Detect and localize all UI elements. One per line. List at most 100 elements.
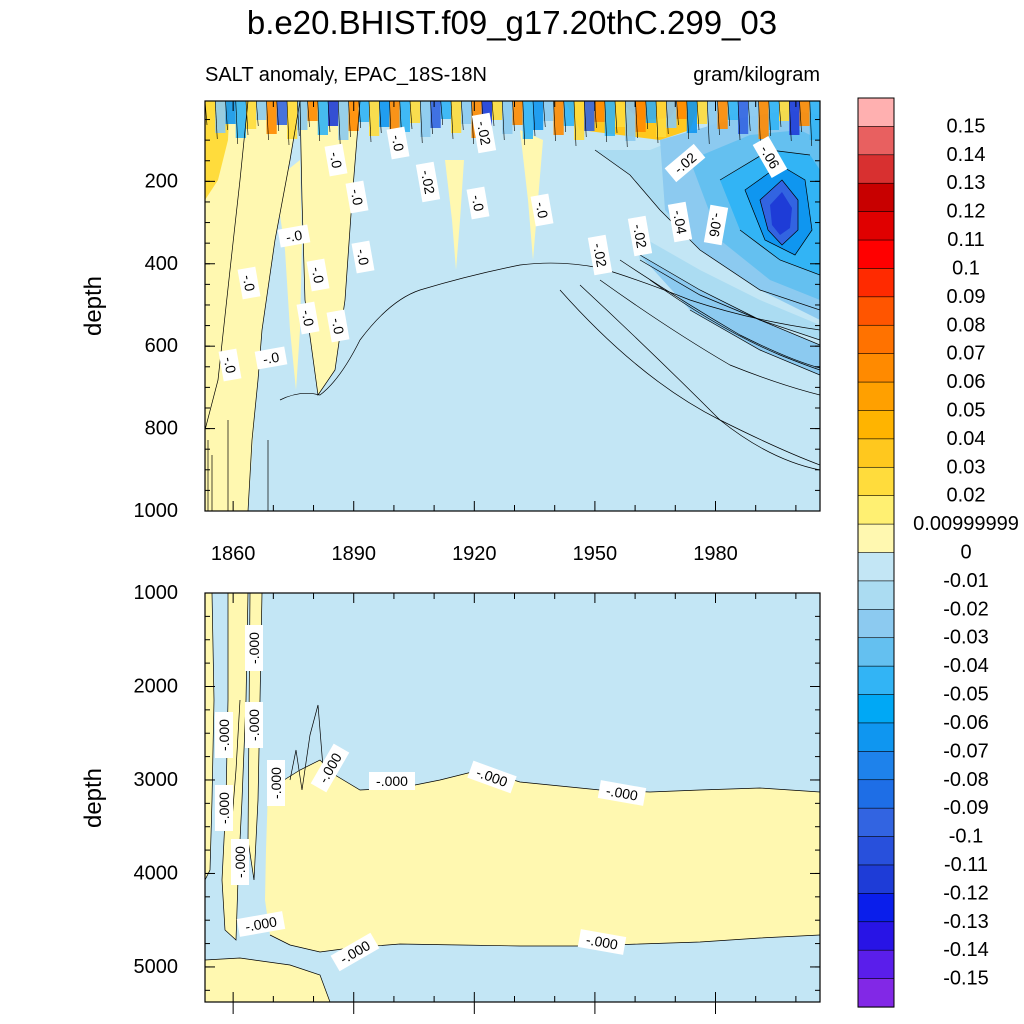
lower-positive-region (265, 760, 820, 952)
contour-label-box (277, 224, 311, 248)
surface-contour-line (255, 101, 259, 127)
surface-stripe (707, 101, 718, 138)
surface-contour-line (614, 101, 618, 134)
surface-contour-line (788, 101, 792, 142)
lower-x-axis (232, 593, 797, 1014)
surface-contour-line (307, 101, 310, 128)
surface-stripe (615, 101, 626, 127)
contour-label-box (215, 785, 233, 831)
surface-contour-line (522, 101, 526, 146)
contour-label: -.0 (345, 180, 369, 214)
surface-stripe (512, 101, 523, 125)
contour-label-box (306, 258, 330, 292)
contour-label-box (254, 346, 288, 370)
contour-label-box (369, 772, 415, 790)
contour-label: -.06 (703, 204, 729, 246)
upper-positive-region (520, 130, 543, 260)
contour-label-text: -.02 (418, 169, 438, 196)
contour-label: -.02 (587, 234, 613, 276)
surface-contour-line (696, 101, 700, 131)
surface-contour-line (378, 101, 382, 134)
contour-label-box (236, 911, 286, 937)
colorbar-label: -0.13 (943, 911, 989, 933)
upper-contour-line (759, 179, 799, 246)
upper-contour-line (279, 262, 820, 401)
surface-stripe (563, 101, 574, 126)
upper-negative-region (630, 230, 820, 340)
contour-label: -.0 (326, 309, 350, 343)
surface-contour-line (768, 101, 772, 137)
colorbar-swatch (857, 552, 895, 582)
contour-label-box (415, 161, 441, 203)
colorbar-label: 0.06 (947, 371, 986, 393)
surface-contour-line (665, 101, 669, 135)
surface-stripe (676, 101, 687, 119)
contour-label-box (577, 929, 627, 955)
contour-label-text: -.0 (285, 227, 304, 246)
surface-contour-line (266, 101, 269, 141)
surface-stripe (686, 101, 697, 133)
surface-contour-line (214, 101, 218, 140)
contour-label: -.000 (236, 911, 286, 937)
colorbar-label: -0.09 (943, 797, 989, 819)
surface-stripe (543, 101, 554, 121)
upper-contour-labels: -.0-.0-.02-.02-.0 -.0-.0-.02-.02-.04-.06-… (218, 112, 788, 382)
upper-negative-region (640, 255, 820, 375)
lower-field (205, 593, 820, 1002)
surface-stripe (809, 101, 820, 140)
surface-contour-line (225, 101, 228, 131)
surface-contour-line (778, 101, 782, 128)
surface-contour-line (809, 101, 813, 147)
contour-label-text: -.0 (309, 266, 328, 285)
colorbar-label: -0.15 (943, 968, 989, 990)
upper-contour-line (639, 254, 820, 346)
colorbar-label: -0.14 (943, 939, 989, 961)
colorbar-swatch (857, 126, 895, 156)
colorbar-label: -0.06 (943, 712, 989, 734)
upper-field (205, 101, 820, 511)
contour-label-box (296, 301, 320, 335)
contour-label-text: -.0 (469, 194, 488, 213)
contour-label-box (345, 180, 369, 214)
contour-label: -.0 (306, 258, 330, 292)
surface-contour-line (368, 101, 372, 143)
surface-stripe (533, 101, 544, 130)
contour-label-text: -.02 (630, 223, 650, 250)
surface-contour-line (460, 101, 464, 131)
upper-positive-region (445, 160, 464, 270)
colorbar-swatch (857, 722, 895, 752)
surface-contour-line (604, 101, 608, 143)
surface-stripe (410, 101, 421, 123)
surface-contour-line (758, 101, 761, 146)
surface-contour-line (337, 101, 341, 147)
upper-contour-line (579, 284, 820, 471)
colorbar-label: 0.15 (947, 115, 986, 137)
colorbar-label: -0.04 (943, 655, 989, 677)
surface-stripe (604, 101, 615, 136)
contour-label-box (237, 266, 261, 300)
chart-title: b.e20.BHIST.f09_g17.20thC.299_03 (247, 4, 777, 41)
surface-contour-line (358, 101, 362, 129)
surface-contour-line (430, 101, 433, 135)
contour-label: -.000 (215, 712, 233, 758)
contour-label-text: -.000 (216, 719, 232, 751)
contour-label-box (326, 309, 350, 343)
surface-contour-line (655, 101, 659, 144)
contour-label-text: -.000 (605, 782, 639, 803)
surface-stripe (420, 101, 431, 137)
colorbar-swatch (857, 211, 895, 241)
contour-label-box (386, 126, 410, 160)
colorbar-swatch (857, 807, 895, 838)
colorbar-swatch (857, 410, 895, 440)
surface-stripe (440, 101, 451, 119)
surface-stripe (276, 101, 287, 125)
contour-label: -.000 (577, 929, 627, 955)
surface-contour-line (645, 101, 649, 130)
surface-stripe (584, 101, 595, 131)
contour-label-box (330, 932, 380, 972)
contour-label-text: -.000 (216, 792, 232, 824)
colorbar-label: 0.02 (947, 485, 986, 507)
surface-contour-line (286, 101, 290, 146)
contour-label: -.0 (254, 346, 288, 370)
colorbar-label: -0.1 (949, 826, 983, 848)
